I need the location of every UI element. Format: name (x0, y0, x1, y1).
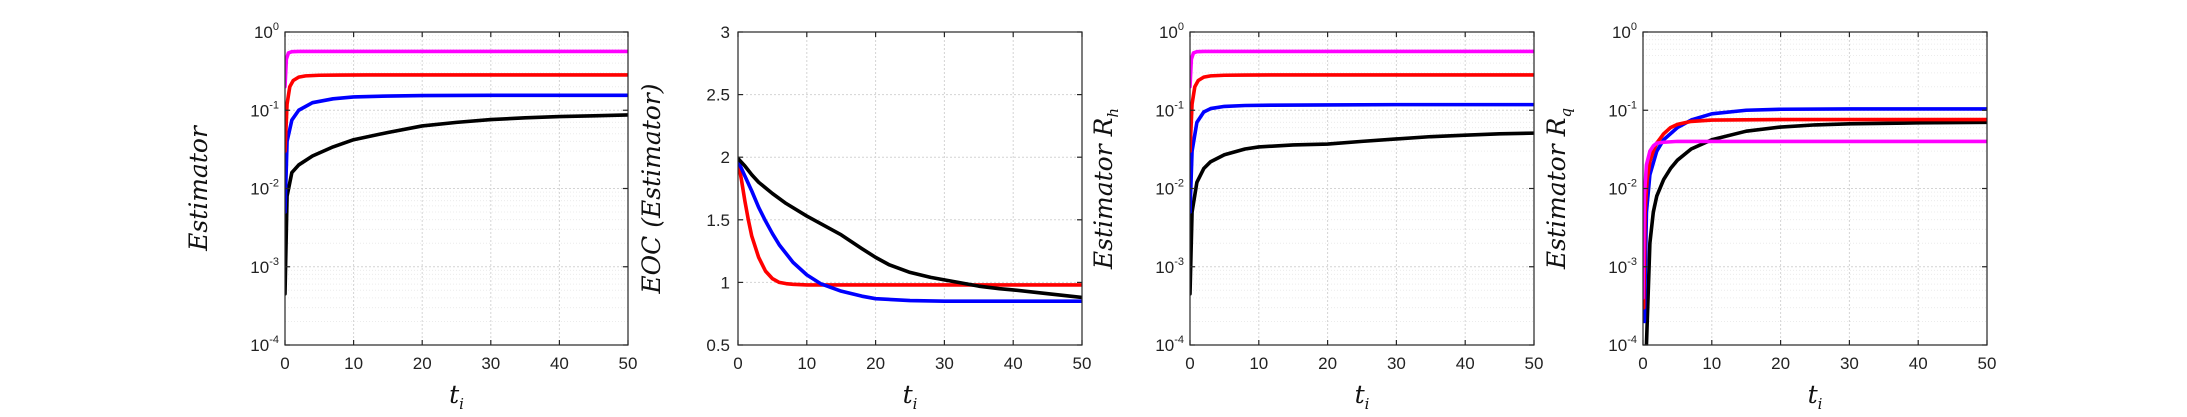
y-tick-label: 10-1 (250, 99, 279, 120)
axes-frame (737, 31, 1083, 346)
y-tick-label: 10-3 (1155, 256, 1184, 277)
y-tick-label: 2.5 (706, 86, 730, 105)
series-line-4 (285, 49, 628, 89)
series-line-1 (738, 159, 1082, 287)
tick-marks (284, 31, 629, 346)
y-tick-label: 1 (721, 273, 730, 292)
x-tick-label: 0 (1638, 354, 1647, 373)
x-tick-label: 50 (619, 354, 638, 373)
x-tick-label: 0 (280, 354, 289, 373)
series-group (738, 156, 1082, 303)
grid-lines (1642, 31, 1988, 346)
y-tick-label: 10-2 (250, 178, 279, 199)
x-tick-label: 40 (550, 354, 569, 373)
y-tick-label: 10-2 (1608, 178, 1637, 199)
x-axis-label: ti (1808, 380, 1823, 413)
y-tick-label: 10-1 (1608, 99, 1637, 120)
chart-panel-4: 0 10 20 30 40 50 10-4 10-3 10-2 10-1 100 ti Estimato… (1542, 21, 1996, 413)
y-axis-label: Estimator Rq (1542, 108, 1575, 270)
x-axis-label: ti (449, 380, 464, 413)
series-line-3 (1643, 117, 1987, 310)
y-tick-label: 100 (1612, 21, 1637, 42)
x-axis-label: ti (903, 380, 918, 413)
chart-panel-3: 0 10 20 30 40 50 10-4 10-3 10-2 10-1 100 ti Estimato… (1089, 21, 1543, 413)
x-tick-label: 50 (1525, 354, 1544, 373)
y-axis-label: EOC (Estimator) (637, 83, 666, 294)
series-line-3 (1190, 73, 1534, 153)
y-axis-label: Estimator Rh (1089, 108, 1122, 270)
x-tick-label: 50 (1073, 354, 1092, 373)
y-tick-label: 100 (254, 21, 279, 42)
x-tick-label: 40 (1456, 354, 1475, 373)
x-tick-label: 10 (797, 354, 816, 373)
series-line-4 (1643, 139, 1987, 300)
x-tick-label: 30 (1387, 354, 1406, 373)
series-line-2 (1190, 102, 1534, 214)
grid-lines (737, 31, 1083, 346)
y-axis-label: Estimator (184, 124, 213, 252)
x-tick-label: 0 (1185, 354, 1194, 373)
y-tick-label: 2 (721, 148, 730, 167)
y-tick-label: 10-2 (1155, 178, 1184, 199)
y-tick-label: 10-4 (1608, 334, 1637, 355)
x-tick-label: 30 (935, 354, 954, 373)
y-tick-label: 10-4 (1155, 334, 1184, 355)
series-line-3 (738, 156, 1082, 300)
x-tick-label: 10 (1249, 354, 1268, 373)
y-tick-label: 10-1 (1155, 99, 1184, 120)
x-tick-label: 20 (413, 354, 432, 373)
grid-lines (1189, 31, 1535, 346)
series-line-2 (285, 93, 628, 214)
y-tick-label: 0.5 (706, 336, 730, 355)
y-tick-label: 10-4 (250, 334, 279, 355)
x-tick-label: 30 (481, 354, 500, 373)
series-line-2 (738, 159, 1082, 303)
series-line-3 (285, 73, 628, 153)
x-tick-label: 40 (1909, 354, 1928, 373)
y-tick-label: 10-3 (250, 256, 279, 277)
x-axis-label: ti (1355, 380, 1370, 413)
series-group (285, 49, 628, 296)
series-group (1190, 49, 1534, 296)
x-tick-label: 20 (1771, 354, 1790, 373)
x-tick-label: 20 (1318, 354, 1337, 373)
chart-panel-1: 0 10 20 30 40 50 10-4 10-3 10-2 10-1 100 ti Estimato… (184, 21, 637, 413)
y-tick-label: 3 (721, 23, 730, 42)
series-line-1 (1190, 131, 1534, 296)
tick-marks (1189, 31, 1535, 346)
series-line-4 (1190, 49, 1534, 89)
series-line-1 (1644, 120, 1987, 345)
x-tick-label: 30 (1840, 354, 1859, 373)
y-tick-label: 10-3 (1608, 256, 1637, 277)
tick-marks (1642, 31, 1988, 346)
x-tick-label: 10 (344, 354, 363, 373)
chart-panel-2: 0 10 20 30 40 50 0.5 1 1.5 2 2.5 3 ti EOC (Estimator) (637, 23, 1091, 413)
grid-lines (284, 31, 629, 346)
series-line-1 (285, 113, 628, 296)
x-tick-label: 10 (1702, 354, 1721, 373)
tick-marks (737, 31, 1083, 346)
series-group (1643, 107, 1987, 345)
x-tick-label: 0 (733, 354, 742, 373)
x-tick-label: 40 (1004, 354, 1023, 373)
y-tick-label: 1.5 (706, 211, 730, 230)
x-tick-label: 50 (1978, 354, 1997, 373)
y-tick-label: 100 (1159, 21, 1184, 42)
x-tick-label: 20 (866, 354, 885, 373)
